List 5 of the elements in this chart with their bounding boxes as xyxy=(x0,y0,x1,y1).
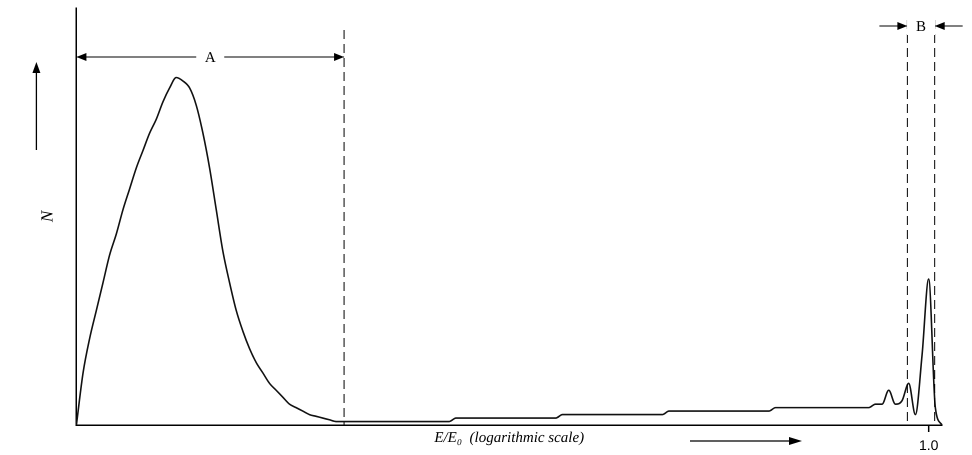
text: 1.0 xyxy=(918,437,939,453)
text: B xyxy=(916,19,926,35)
x-axis-title: E/E₀ (logarithmic scale) xyxy=(433,430,584,446)
y-axis-title: N xyxy=(38,209,57,224)
text: A xyxy=(204,50,216,66)
